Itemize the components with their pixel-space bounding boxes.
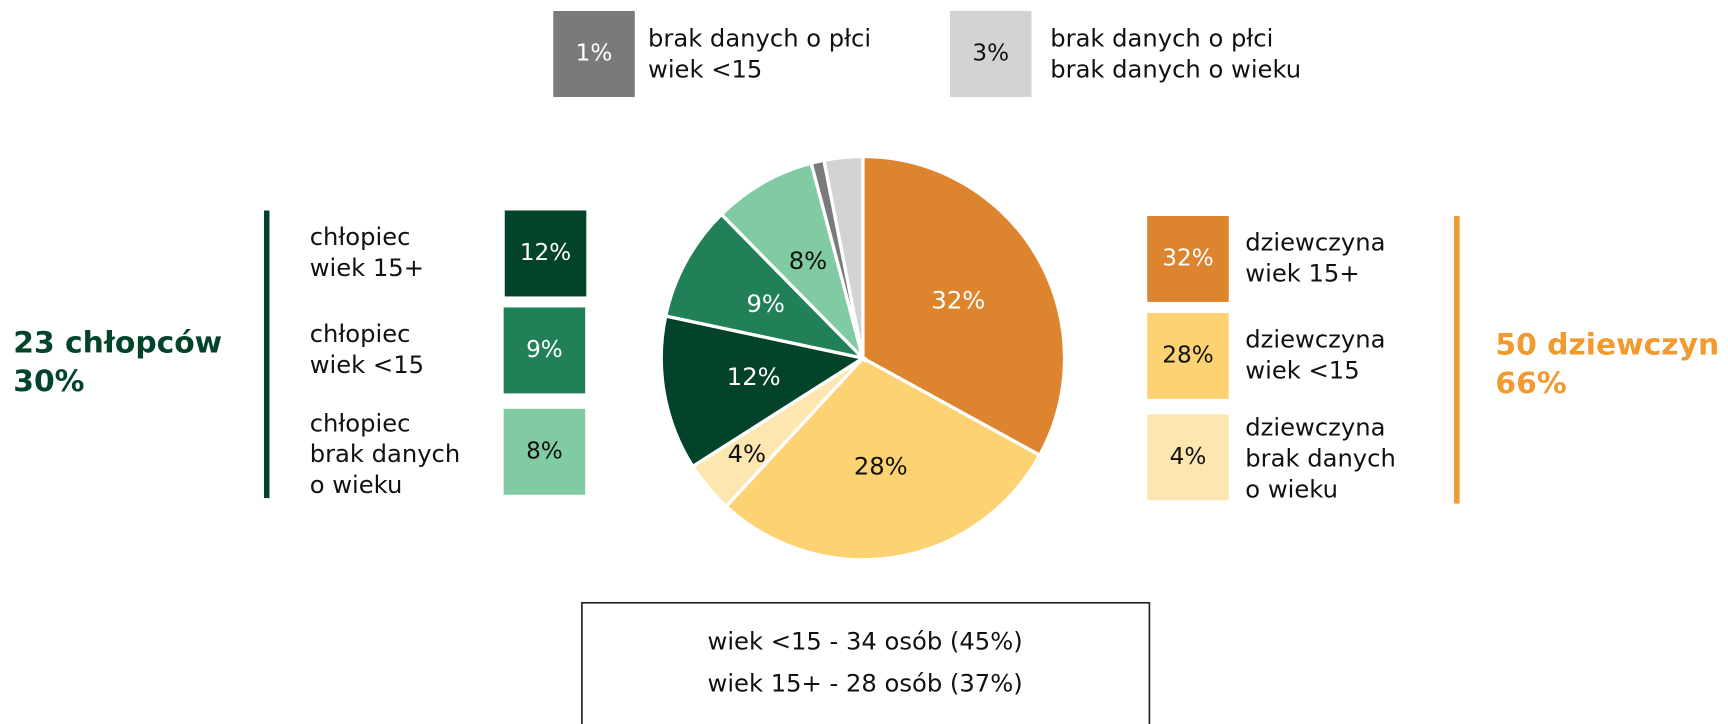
legend-swatch — [503, 307, 586, 394]
legend-value: 3% — [972, 40, 1009, 66]
slice-label: 9% — [746, 289, 784, 318]
legend-value: 8% — [526, 438, 563, 464]
legend-label: brak danych o płci — [648, 24, 871, 53]
slice-label: 28% — [854, 452, 908, 481]
legend-value: 32% — [1162, 245, 1213, 271]
slice-label: 8% — [789, 246, 827, 275]
legend-label: brak danych o wieku — [1050, 55, 1301, 84]
legend-label: o wieku — [310, 470, 403, 499]
legend-value: 1% — [576, 40, 613, 66]
group-share: 30% — [13, 364, 84, 399]
legend-label: chłopiec — [310, 222, 411, 251]
pie-slice — [822, 154, 865, 359]
pie-slice — [723, 356, 1042, 562]
slice-label: 32% — [931, 286, 985, 315]
note: wiek <15 - 34 osób (45%) — [708, 626, 1023, 655]
legend-value: 28% — [1162, 342, 1213, 368]
group-share: 66% — [1495, 366, 1566, 401]
legend-swatch — [1147, 215, 1229, 302]
pie-slice — [719, 161, 867, 364]
legend-value: 4% — [1170, 444, 1207, 470]
legend-value: 9% — [526, 337, 563, 363]
slice-label: 12% — [727, 362, 781, 391]
legend-label: wiek <15 — [310, 350, 424, 379]
legend-label: dziewczyna — [1245, 325, 1385, 354]
pie-slice — [659, 314, 868, 469]
legend-swatch — [1147, 414, 1229, 501]
legend-swatch — [1147, 312, 1229, 399]
notes-box — [581, 601, 1151, 724]
legend-swatch — [504, 210, 587, 297]
note: wiek 15+ - 28 osób (37%) — [708, 668, 1023, 697]
legend-label: dziewczyna — [1245, 413, 1385, 442]
legend-swatch — [503, 408, 586, 495]
legend-label: brak danych — [310, 439, 461, 468]
legend-label: wiek 15+ — [1245, 258, 1359, 287]
legend-value: 12% — [520, 240, 571, 266]
legend-label: wiek 15+ — [310, 253, 424, 282]
legend-swatch — [553, 11, 635, 97]
slice-label: 4% — [728, 439, 766, 468]
group-title: 50 dziewczyn — [1495, 328, 1719, 363]
legend-label: chłopiec — [310, 319, 411, 348]
legend-label: wiek <15 — [1245, 355, 1359, 384]
legend-label: dziewczyna — [1245, 228, 1385, 257]
legend-label: o wieku — [1245, 474, 1338, 503]
pie-slice — [663, 212, 868, 361]
legend-label: brak danych o płci — [1050, 24, 1273, 53]
legend-label: wiek <15 — [648, 55, 762, 84]
legend-label: brak danych — [1245, 444, 1396, 473]
legend-swatch — [949, 11, 1032, 97]
legend-label: chłopiec — [310, 408, 411, 437]
group-title: 23 chłopców — [13, 325, 222, 360]
pie-slice — [861, 154, 1067, 458]
